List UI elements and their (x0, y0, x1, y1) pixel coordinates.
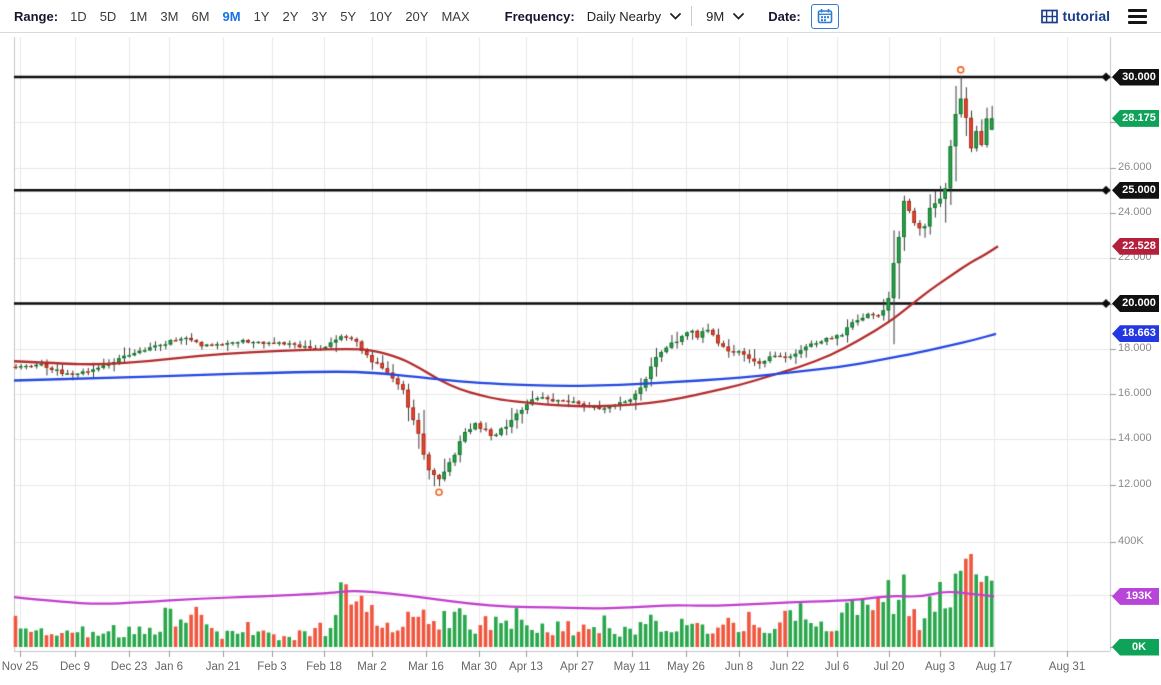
price-tag: 30.000 (1112, 68, 1159, 86)
date-label: Jul 20 (873, 661, 905, 673)
date-label: Mar 30 (461, 661, 497, 673)
price-volume-chart[interactable] (0, 33, 1161, 685)
calendar-icon (817, 9, 833, 24)
range-option-max[interactable]: MAX (441, 8, 470, 24)
price-tick-label: 18.000 (1118, 341, 1152, 354)
toolbar-divider (691, 6, 693, 26)
frequency-label: Frequency: (504, 8, 575, 24)
date-label: Nov 25 (1, 661, 39, 673)
range-option-6m[interactable]: 6M (191, 8, 210, 24)
range-option-5d[interactable]: 5D (99, 8, 117, 24)
date-label: Apr 13 (509, 661, 543, 673)
price-tag: 28.175 (1112, 109, 1159, 127)
date-label: Jun 22 (769, 661, 805, 673)
range-option-5y[interactable]: 5Y (340, 8, 357, 24)
frequency-dropdown[interactable]: Daily Nearby (586, 8, 682, 24)
toolbar-right: tutorial (1040, 7, 1153, 26)
toolbar: Range: 1D 5D 1M 3M 6M 9M 1Y 2Y 3Y 5Y 10Y… (0, 0, 1161, 33)
range-option-1m[interactable]: 1M (129, 8, 148, 24)
frequency-value: Daily Nearby (586, 8, 662, 24)
price-tag: 22.528 (1112, 237, 1159, 255)
price-tick-label: 26.000 (1118, 160, 1152, 173)
range-label: Range: (14, 8, 59, 24)
tutorial-link[interactable]: tutorial (1040, 8, 1110, 24)
date-label: Feb 3 (257, 661, 287, 673)
volume-tag: 193K (1112, 587, 1159, 605)
menu-icon[interactable] (1126, 7, 1149, 26)
date-label: Feb 18 (306, 661, 342, 673)
price-tick-label: 16.000 (1118, 387, 1152, 400)
chevron-down-icon (733, 12, 745, 20)
date-label: Dec 23 (110, 661, 148, 673)
range-option-10y[interactable]: 10Y (369, 8, 393, 24)
date-label: Aug 3 (924, 661, 956, 673)
volume-tag: 0K (1112, 638, 1159, 656)
date-label: Mar 16 (408, 661, 444, 673)
date-axis: Nov 25 Dec 9 Dec 23 Jan 6 Jan 21 Feb 3 Feb 18 M… (0, 661, 1161, 681)
price-tick-label: 14.000 (1118, 432, 1152, 445)
film-icon (1040, 9, 1058, 23)
chevron-down-icon (670, 12, 682, 20)
date-label: Jul 6 (824, 661, 850, 673)
range-option-20y[interactable]: 20Y (405, 8, 429, 24)
range-option-3y[interactable]: 3Y (311, 8, 328, 24)
date-label: Apr 27 (560, 661, 594, 673)
range-option-3m[interactable]: 3M (160, 8, 179, 24)
chart-area: 26.000 24.000 22.000 18.000 16.000 14.000 12.0… (0, 33, 1161, 685)
range-option-1y[interactable]: 1Y (253, 8, 270, 24)
price-tick-label: 24.000 (1118, 205, 1152, 218)
price-tag: 25.000 (1112, 181, 1159, 199)
calendar-button[interactable] (810, 3, 839, 29)
volume-tick-label: 400K (1118, 535, 1144, 547)
date-label: May 11 (613, 661, 651, 673)
tutorial-text: tutorial (1062, 8, 1110, 24)
date-label: Jun 8 (724, 661, 754, 673)
range-option-1d[interactable]: 1D (70, 8, 87, 24)
range-option-2y[interactable]: 2Y (282, 8, 299, 24)
period-value: 9M (706, 8, 725, 24)
price-tag: 18.663 (1112, 325, 1159, 343)
date-label: Jan 6 (154, 661, 184, 673)
date-label: Date: (768, 8, 801, 24)
date-label: Dec 9 (59, 661, 91, 673)
range-option-9m[interactable]: 9M (222, 8, 241, 24)
date-label: Aug 31 (1048, 661, 1086, 673)
price-tick-label: 12.000 (1118, 477, 1152, 490)
date-label: May 26 (667, 661, 705, 673)
date-label: Aug 17 (975, 661, 1013, 673)
date-label: Jan 21 (205, 661, 241, 673)
period-dropdown[interactable]: 9M (706, 8, 745, 24)
price-axis: 26.000 24.000 22.000 18.000 16.000 14.000 12.0… (1110, 33, 1161, 685)
date-label: Mar 2 (357, 661, 387, 673)
price-tag: 20.000 (1112, 295, 1159, 312)
